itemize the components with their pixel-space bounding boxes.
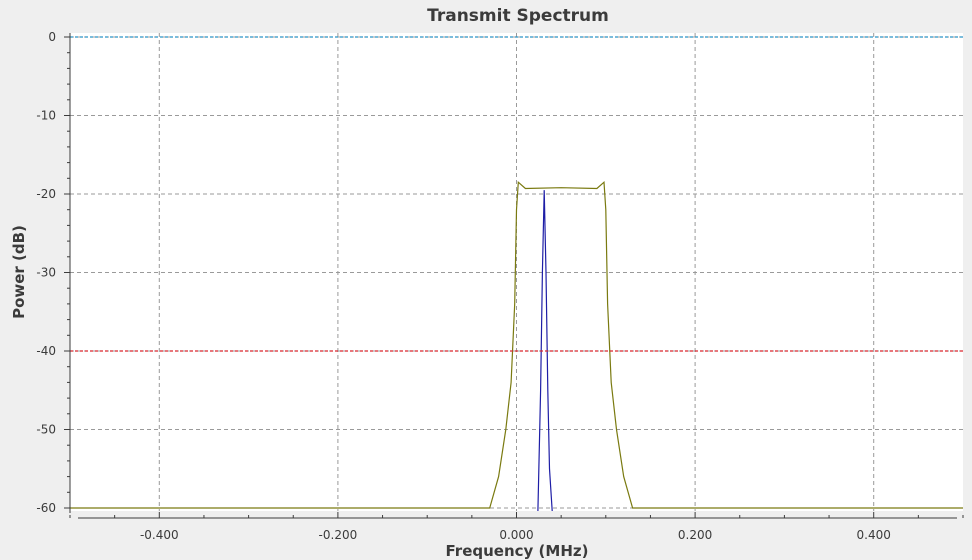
y-tick-label: -10 xyxy=(36,109,56,123)
series-olive-spectrum xyxy=(70,180,963,509)
x-tick-label: -0.200 xyxy=(319,528,358,542)
y-tick-label: -50 xyxy=(36,423,56,437)
chart-title: Transmit Spectrum xyxy=(427,6,609,26)
x-tick-label: 0.000 xyxy=(499,528,533,542)
grid-lines xyxy=(70,33,963,511)
x-tick-label: -0.400 xyxy=(140,528,179,542)
series-blue-spectrum xyxy=(537,190,553,512)
y-tick-label: -40 xyxy=(36,344,56,358)
x-tick-label: 0.200 xyxy=(678,528,712,542)
y-tick-label: 0 xyxy=(48,30,56,44)
y-tick-label: -60 xyxy=(36,501,56,515)
y-axis-label: Power (dB) xyxy=(10,225,28,319)
x-axis-label: Frequency (MHz) xyxy=(446,542,589,560)
y-tick-label: -20 xyxy=(36,187,56,201)
series-layer xyxy=(70,36,963,512)
x-tick-label: 0.400 xyxy=(857,528,891,542)
y-tick-label: -30 xyxy=(36,266,56,280)
axes: 0 -10 -20 -30 -40 -50 -60 -0.400 -0.200 0.000 0.20… xyxy=(36,30,964,542)
